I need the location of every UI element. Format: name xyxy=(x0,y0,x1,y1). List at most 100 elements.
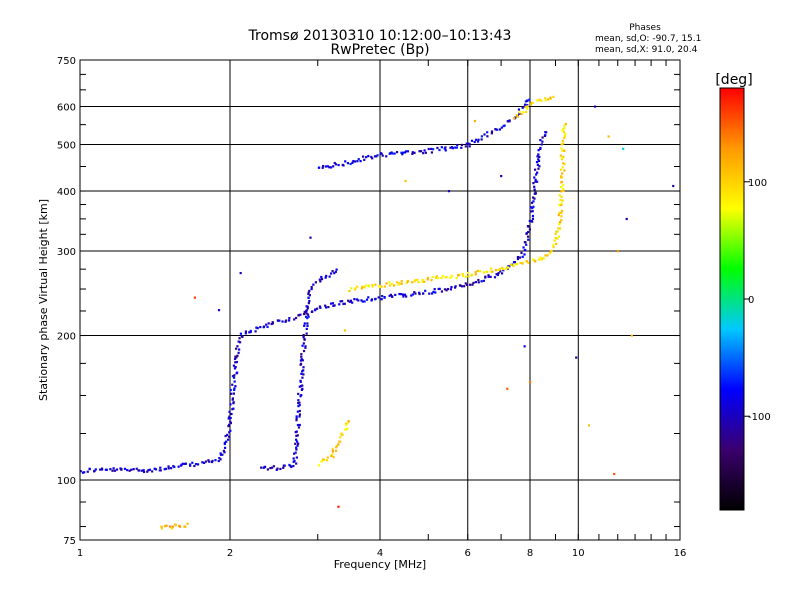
trace-point xyxy=(339,300,342,303)
trace-point xyxy=(332,304,335,307)
trace-point xyxy=(229,429,232,432)
trace-point xyxy=(232,401,235,404)
trace-point xyxy=(561,166,564,169)
trace-point xyxy=(473,140,476,144)
trace-point xyxy=(228,431,231,434)
scatter-point xyxy=(630,334,633,337)
trace-point xyxy=(223,441,226,444)
trace-point xyxy=(524,110,528,114)
trace-point xyxy=(531,101,534,105)
trace-point xyxy=(394,293,397,296)
trace-point xyxy=(444,149,447,152)
trace-point xyxy=(561,149,564,152)
trace-point xyxy=(231,398,234,401)
trace-point xyxy=(495,273,498,276)
scatter-point xyxy=(523,345,526,348)
trace-point xyxy=(430,279,433,282)
trace-point xyxy=(509,263,513,266)
trace-point xyxy=(398,292,401,296)
x-tick-label-16: 16 xyxy=(674,548,687,559)
trace-point xyxy=(421,278,424,281)
scatter-point xyxy=(404,179,407,183)
trace-point xyxy=(434,291,437,294)
trace-point xyxy=(276,467,279,470)
trace-point xyxy=(423,149,426,152)
trace-point xyxy=(94,468,97,471)
trace-point xyxy=(271,321,274,324)
trace-point xyxy=(297,314,300,317)
trace-point xyxy=(523,103,527,106)
trace-point xyxy=(474,138,478,141)
trace-point xyxy=(367,285,370,288)
trace-point xyxy=(480,138,483,141)
trace-point xyxy=(120,468,123,471)
trace-point xyxy=(115,468,119,471)
trace-point xyxy=(322,458,325,461)
trace-point xyxy=(320,278,324,281)
trace-point xyxy=(351,301,354,304)
trace-point xyxy=(514,116,517,119)
trace-point xyxy=(353,298,356,301)
trace-point xyxy=(549,96,552,99)
trace-point xyxy=(562,184,565,187)
trace-point xyxy=(435,275,438,278)
trace-point xyxy=(363,300,366,303)
trace-point xyxy=(234,365,237,369)
trace-point xyxy=(363,158,366,161)
trace-point xyxy=(337,443,340,446)
scatter-point xyxy=(613,472,616,476)
trace-point xyxy=(271,322,274,325)
trace-point xyxy=(112,467,115,470)
trace-point xyxy=(403,151,407,154)
trace-point xyxy=(360,299,363,302)
trace-point xyxy=(560,215,563,218)
trace-point xyxy=(93,469,96,472)
trace-point xyxy=(559,198,562,201)
trace-point xyxy=(228,410,231,413)
trace-point xyxy=(180,463,183,466)
trace-point xyxy=(236,345,239,348)
scatter-point xyxy=(337,505,340,508)
trace-point xyxy=(163,468,166,471)
trace-point xyxy=(283,464,286,467)
trace-point xyxy=(237,351,240,354)
trace-point xyxy=(493,276,497,279)
trace-point xyxy=(294,451,297,454)
x-tick-label-6: 6 xyxy=(465,548,471,559)
trace-point xyxy=(537,167,540,170)
trace-point xyxy=(438,287,441,291)
x-axis-ticks: 1 2 4 6 8 10 16 xyxy=(77,60,687,559)
trace-point xyxy=(320,460,323,463)
trace-point xyxy=(235,360,238,364)
trace-point xyxy=(281,320,284,323)
trace-point xyxy=(388,281,391,284)
trace-point xyxy=(334,449,338,452)
trace-point xyxy=(298,404,301,407)
trace-point xyxy=(236,354,239,357)
trace-point xyxy=(307,296,310,299)
trace-point xyxy=(279,467,282,471)
trace-point xyxy=(564,132,567,136)
trace-point xyxy=(371,283,374,287)
trace-point xyxy=(395,281,399,284)
trace-point xyxy=(557,227,560,230)
trace-point xyxy=(559,220,562,224)
trace-point xyxy=(521,255,524,258)
trace-point xyxy=(310,287,313,291)
trace-point xyxy=(367,154,370,158)
trace-point xyxy=(306,313,310,316)
trace-point xyxy=(486,135,489,138)
trace-point xyxy=(457,274,460,277)
trace-point xyxy=(380,285,383,288)
trace-point xyxy=(153,467,156,470)
trace-point xyxy=(558,203,561,207)
trace-point xyxy=(296,444,299,447)
trace-point xyxy=(314,309,317,312)
trace-point xyxy=(294,442,297,445)
trace-point xyxy=(232,364,236,367)
trace-point xyxy=(363,286,366,289)
trace-point xyxy=(410,294,413,297)
y-tick-label-300: 300 xyxy=(57,247,76,258)
scatter-point xyxy=(473,119,477,123)
trace-point xyxy=(534,260,537,263)
